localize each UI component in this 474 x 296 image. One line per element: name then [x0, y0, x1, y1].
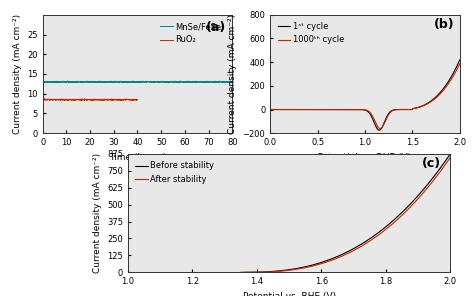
1ˢᵗ cycle: [300, 108, 306, 111]
Y-axis label: Current density (mA cm⁻²): Current density (mA cm⁻²): [13, 14, 22, 134]
Text: (c): (c): [421, 157, 441, 170]
1000ᵗʰ cycle: [453, 69, 459, 73]
X-axis label: Potential vs. RHE (V): Potential vs. RHE (V): [243, 292, 336, 296]
RuO₂: [112, 98, 118, 102]
RuO₂: [95, 99, 101, 102]
1000ᵗʰ cycle: [348, 108, 354, 111]
RuO₂: [100, 98, 106, 102]
1ˢᵗ cycle: [267, 108, 273, 111]
1000ᵗʰ cycle: [377, 127, 383, 130]
Before stability: [379, 228, 384, 232]
Legend: Before stability, After stability: Before stability, After stability: [132, 158, 218, 187]
After stability: [447, 156, 453, 159]
X-axis label: Potential vs. RHE (V): Potential vs. RHE (V): [319, 153, 411, 162]
1000ᵗʰ cycle: [300, 108, 306, 111]
After stability: [438, 169, 444, 172]
MnSe/FeSe₂: [137, 80, 143, 84]
1000ᵗʰ cycle: [340, 108, 346, 111]
1ˢᵗ cycle: [376, 128, 382, 132]
Before stability: [273, 269, 279, 273]
1000ᵗʰ cycle: [267, 108, 273, 111]
Before stability: [438, 165, 444, 169]
1ˢᵗ cycle: [457, 58, 463, 62]
1ˢᵗ cycle: [289, 108, 295, 111]
Line: RuO₂: RuO₂: [43, 99, 137, 100]
Line: MnSe/FeSe₂: MnSe/FeSe₂: [43, 81, 232, 83]
Legend: 1ˢᵗ cycle, 1000ᵗʰ cycle: 1ˢᵗ cycle, 1000ᵗʰ cycle: [274, 19, 347, 48]
Y-axis label: Current density (mA cm⁻²): Current density (mA cm⁻²): [228, 14, 237, 134]
After stability: [273, 270, 279, 273]
1000ᵗʰ cycle: [457, 62, 463, 66]
RuO₂: [135, 98, 140, 102]
MnSe/FeSe₂: [74, 80, 80, 83]
After stability: [282, 269, 288, 273]
RuO₂: [46, 98, 52, 101]
1ˢᵗ cycle: [348, 108, 354, 111]
Text: (a): (a): [206, 21, 227, 34]
1ˢᵗ cycle: [453, 66, 459, 70]
Line: 1ˢᵗ cycle: 1ˢᵗ cycle: [270, 60, 460, 130]
RuO₂: [40, 98, 46, 102]
X-axis label: Time (hours): Time (hours): [109, 153, 166, 162]
RuO₂: [98, 98, 103, 102]
After stability: [438, 169, 444, 173]
MnSe/FeSe₂: [64, 79, 70, 83]
RuO₂: [122, 97, 128, 101]
After stability: [379, 231, 384, 234]
RuO₂: [90, 99, 96, 102]
MnSe/FeSe₂: [171, 80, 176, 83]
MnSe/FeSe₂: [126, 80, 131, 84]
MnSe/FeSe₂: [71, 81, 77, 85]
MnSe/FeSe₂: [44, 80, 49, 84]
Before stability: [282, 268, 288, 272]
1ˢᵗ cycle: [340, 108, 346, 111]
Text: (b): (b): [433, 18, 454, 31]
MnSe/FeSe₂: [40, 80, 46, 83]
Line: 1000ᵗʰ cycle: 1000ᵗʰ cycle: [270, 64, 460, 128]
Before stability: [447, 152, 453, 156]
1ˢᵗ cycle: [433, 95, 438, 99]
1000ᵗʰ cycle: [433, 96, 438, 100]
MnSe/FeSe₂: [218, 80, 223, 83]
Line: Before stability: Before stability: [241, 154, 450, 272]
MnSe/FeSe₂: [229, 80, 235, 84]
Legend: MnSe/FeSe₂, RuO₂: MnSe/FeSe₂, RuO₂: [157, 19, 228, 48]
1000ᵗʰ cycle: [289, 108, 295, 111]
Before stability: [438, 166, 444, 169]
Y-axis label: Current density (mA cm⁻²): Current density (mA cm⁻²): [92, 153, 101, 273]
Line: After stability: After stability: [246, 157, 450, 272]
RuO₂: [42, 97, 47, 101]
